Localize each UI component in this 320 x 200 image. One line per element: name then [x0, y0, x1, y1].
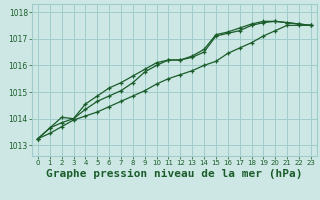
X-axis label: Graphe pression niveau de la mer (hPa): Graphe pression niveau de la mer (hPa) [46, 169, 303, 179]
